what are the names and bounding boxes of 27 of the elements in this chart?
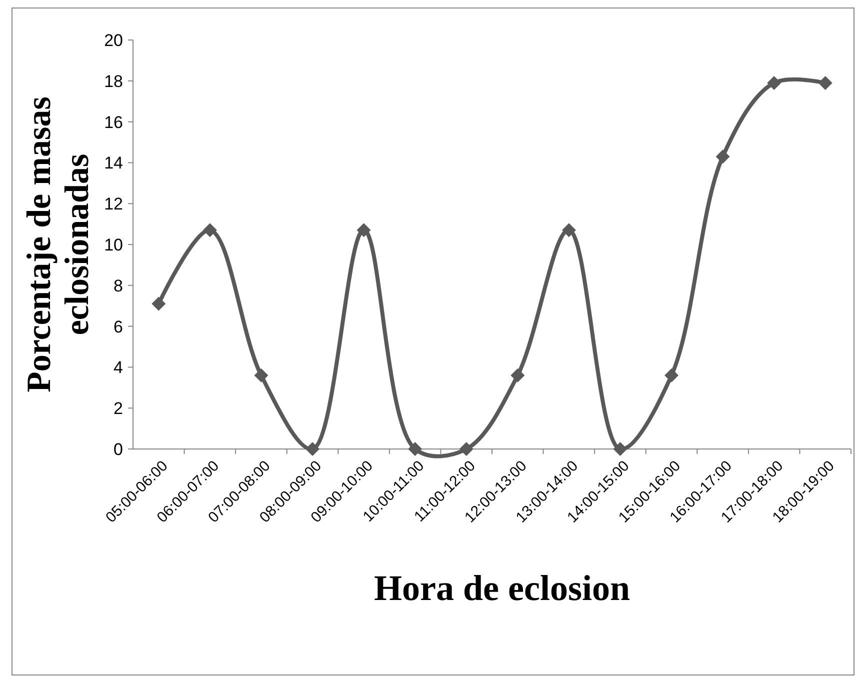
- point: [664, 368, 678, 382]
- point: [356, 223, 371, 238]
- y-tick-label: 14: [104, 154, 123, 173]
- y-tick-label: 10: [104, 235, 123, 254]
- point: [562, 223, 576, 238]
- point: [818, 76, 832, 90]
- point: [767, 76, 782, 90]
- x-axis-title: Hora de eclosion: [374, 568, 630, 608]
- point: [510, 368, 525, 382]
- y-tick-label: 2: [114, 399, 123, 418]
- point: [202, 223, 217, 238]
- y-tick-label: 4: [114, 358, 123, 378]
- point: [716, 150, 730, 164]
- y-tick-label: 8: [114, 276, 123, 296]
- point: [254, 368, 268, 382]
- point: [306, 442, 320, 456]
- y-tick-label: 18: [104, 72, 123, 91]
- point: [408, 442, 422, 456]
- y-axis-title: Porcentaje de masas eclosionadas: [21, 96, 96, 392]
- y-tick-label: 0: [114, 440, 123, 459]
- point: [152, 296, 166, 311]
- point: [459, 442, 474, 456]
- y-tick-label: 20: [104, 30, 123, 50]
- y-tick-label: 12: [104, 194, 123, 214]
- y-tick-label: 16: [104, 112, 123, 132]
- y-tick-label: 6: [114, 317, 123, 336]
- point: [613, 442, 628, 456]
